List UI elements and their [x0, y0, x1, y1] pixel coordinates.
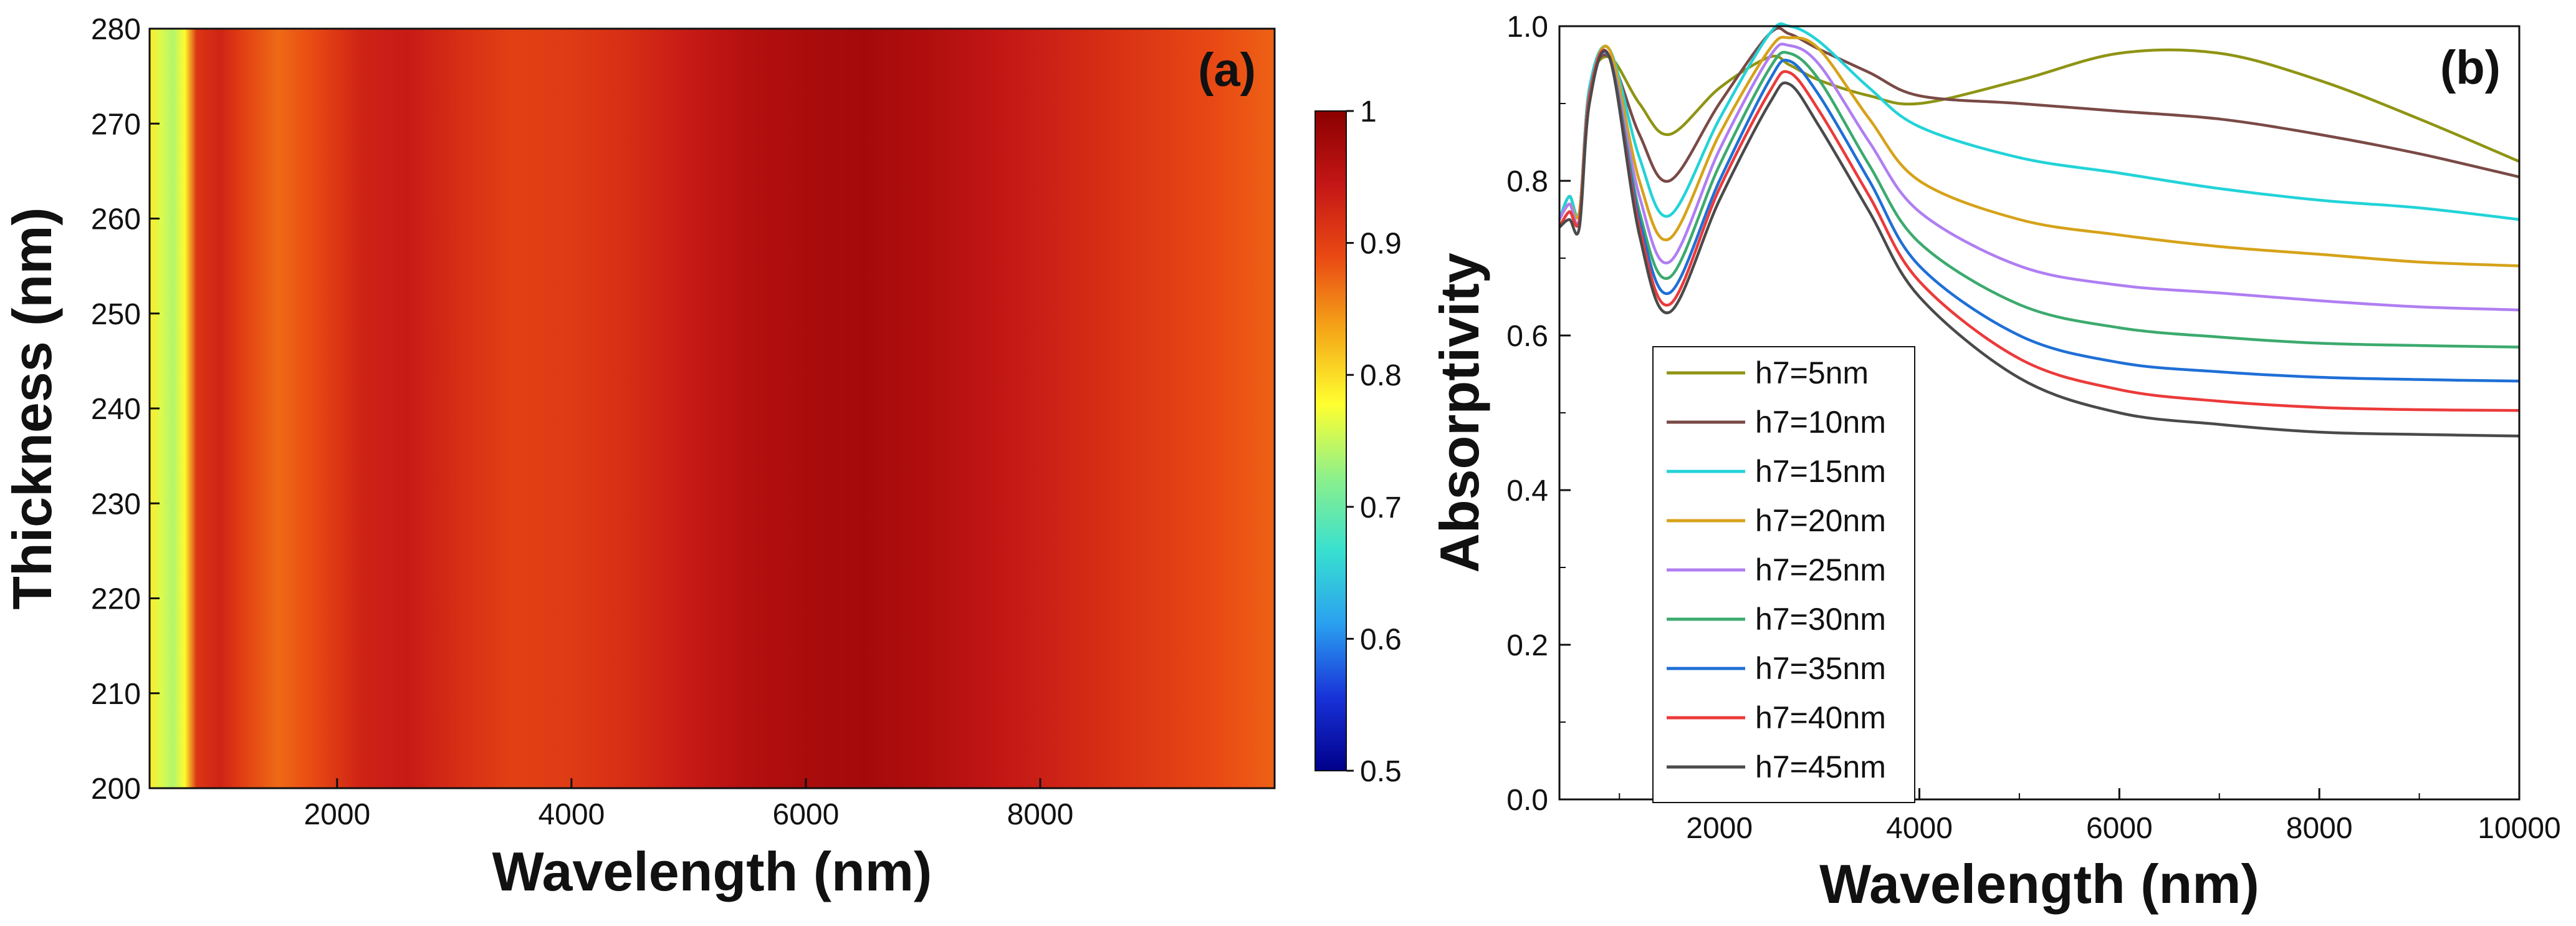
legend-label: h7=15nm: [1755, 454, 1886, 489]
legend-label: h7=25nm: [1755, 552, 1886, 587]
line-chart-x-tick-label: 2000: [1686, 812, 1753, 845]
colorbar: [1314, 110, 1347, 771]
line-chart-x-tick-label: 6000: [2086, 812, 2153, 845]
line-chart-y-tick-label: 0.8: [1506, 165, 1548, 198]
legend-label: h7=30nm: [1755, 602, 1886, 637]
legend: h7=5nm h7=10nm h7=15nm h7=20nm h7=25nm h7=30n…: [1652, 346, 1915, 803]
colorbar-tick-label: 1: [1360, 95, 1377, 128]
series-line-h7=45nm: [1558, 49, 2520, 438]
heatmap-y-tick-label: 230: [91, 488, 141, 521]
colorbar-tick-label: 0.6: [1360, 623, 1402, 656]
line-chart-x-ticks: 2000 4000 6000 8000 10000: [1619, 788, 2561, 845]
heatmap-y-tick-label: 200: [91, 773, 141, 806]
legend-label: h7=35nm: [1755, 651, 1886, 686]
heatmap-x-tick-label: 4000: [538, 798, 605, 831]
heatmap-y-ticks: 200 210 220 230 240 250 260 270 280: [91, 13, 160, 806]
panel-label-a: (a): [1198, 44, 1256, 97]
heatmap-x-tick-label: 8000: [1007, 798, 1074, 831]
series-line-h7=25nm: [1558, 42, 2520, 312]
colorbar-tick-label: 0.5: [1360, 755, 1402, 788]
line-chart-y-ticks: 0.0 0.2 0.4 0.6 0.8 1.0: [1506, 11, 1571, 817]
heatmap-plot-area: [150, 29, 1275, 788]
line-chart-x-tick-label: 8000: [2286, 812, 2353, 845]
heatmap-x-tick-label: 6000: [773, 798, 840, 831]
line-chart-x-tick-label: 10000: [2478, 812, 2560, 845]
line-chart-x-tick-label: 4000: [1886, 812, 1953, 845]
heatmap-y-tick-label: 240: [91, 393, 141, 426]
heatmap-x-tick-label: 2000: [304, 798, 370, 831]
series-line-h7=30nm: [1558, 49, 2520, 349]
legend-label: h7=45nm: [1755, 750, 1886, 784]
line-chart-y-tick-label: 0.2: [1506, 629, 1548, 662]
heatmap-y-tick-label: 250: [91, 298, 141, 331]
heatmap-y-tick-label: 270: [91, 108, 141, 141]
colorbar-ticks: 0.5 0.6 0.7 0.8 0.9 1: [1346, 95, 1402, 788]
heatmap-y-tick-label: 280: [91, 13, 141, 46]
panel-label-b: (b): [2440, 41, 2501, 94]
line-chart-panel: 2000 4000 6000 8000 10000 0.0 0.2 0.4 0.6 0.8 1.0…: [1429, 11, 2561, 915]
legend-label: h7=10nm: [1755, 405, 1886, 440]
line-chart-y-tick-label: 0.4: [1506, 475, 1548, 508]
heatmap-y-axis-title: Thickness (nm): [1, 207, 63, 609]
line-series-group: [1558, 22, 2520, 438]
line-chart-y-tick-label: 0.0: [1506, 784, 1548, 817]
heatmap-x-ticks: 2000 4000 6000 8000: [304, 778, 1073, 831]
colorbar-tick-label: 0.8: [1360, 359, 1402, 392]
colorbar-tick-label: 0.7: [1360, 491, 1402, 524]
heatmap-y-tick-label: 220: [91, 583, 141, 616]
colorbar-tick-label: 0.9: [1360, 228, 1402, 261]
line-chart-x-axis-title: Wavelength (nm): [1819, 853, 2259, 915]
heatmap-panel: 2000 4000 6000 8000 200 210 220 230 240 250 260 27…: [1, 13, 1402, 902]
series-line-h7=5nm: [1558, 48, 2520, 220]
heatmap-y-tick-label: 210: [91, 678, 141, 711]
line-chart-y-axis-title: Absorptivity: [1429, 253, 1490, 572]
line-chart-y-tick-label: 1.0: [1506, 11, 1548, 44]
legend-label: h7=5nm: [1755, 355, 1869, 390]
heatmap-y-tick-label: 260: [91, 203, 141, 236]
legend-label: h7=20nm: [1755, 503, 1886, 538]
line-chart-y-tick-label: 0.6: [1506, 320, 1548, 353]
legend-label: h7=40nm: [1755, 700, 1886, 735]
heatmap-x-axis-title: Wavelength (nm): [492, 841, 932, 902]
